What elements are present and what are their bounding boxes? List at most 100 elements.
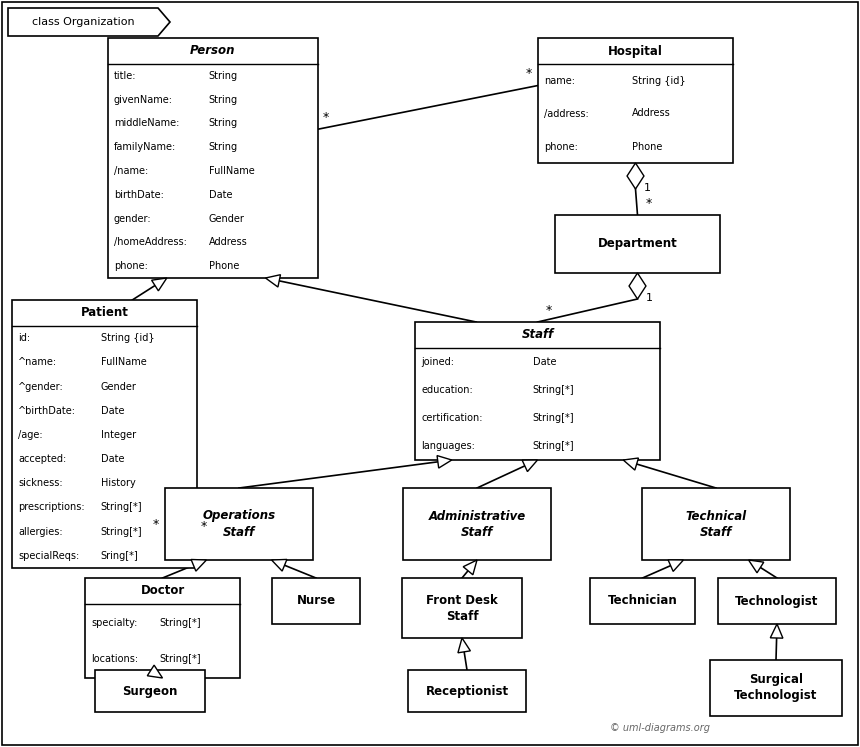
Polygon shape xyxy=(437,456,452,468)
Text: /homeAddress:: /homeAddress: xyxy=(114,238,187,247)
Text: Integer: Integer xyxy=(101,430,136,440)
Polygon shape xyxy=(458,638,470,653)
Bar xyxy=(642,488,790,560)
Text: Phone: Phone xyxy=(631,141,662,152)
Text: locations:: locations: xyxy=(91,654,138,665)
Text: String: String xyxy=(209,71,238,81)
Text: Department: Department xyxy=(598,238,678,250)
Bar xyxy=(555,215,720,273)
Polygon shape xyxy=(272,560,287,571)
Text: familyName:: familyName: xyxy=(114,142,176,152)
Bar xyxy=(408,670,526,712)
Text: Date: Date xyxy=(101,406,125,415)
Text: ^name:: ^name: xyxy=(18,357,57,368)
Text: String {id}: String {id} xyxy=(101,333,155,343)
Text: education:: education: xyxy=(421,385,473,395)
Text: ^birthDate:: ^birthDate: xyxy=(18,406,76,415)
Text: ^gender:: ^gender: xyxy=(18,382,64,391)
Text: String[*]: String[*] xyxy=(532,385,574,395)
Text: String[*]: String[*] xyxy=(532,441,574,451)
Text: /age:: /age: xyxy=(18,430,43,440)
Polygon shape xyxy=(151,278,167,291)
Text: History: History xyxy=(101,478,136,489)
Text: String[*]: String[*] xyxy=(101,503,143,512)
Text: *: * xyxy=(323,111,329,124)
Bar xyxy=(272,578,360,624)
Polygon shape xyxy=(627,163,644,189)
Text: String[*]: String[*] xyxy=(159,618,201,627)
Text: String[*]: String[*] xyxy=(532,413,574,423)
Text: prescriptions:: prescriptions: xyxy=(18,503,84,512)
Text: allergies:: allergies: xyxy=(18,527,63,536)
Text: middleName:: middleName: xyxy=(114,119,180,128)
Text: accepted:: accepted: xyxy=(18,454,66,464)
Text: Doctor: Doctor xyxy=(140,584,185,598)
Text: 1: 1 xyxy=(646,293,653,303)
Text: Gender: Gender xyxy=(101,382,137,391)
Bar xyxy=(108,38,318,278)
Text: Technical
Staff: Technical Staff xyxy=(685,509,746,539)
Text: Patient: Patient xyxy=(81,306,128,320)
Text: String[*]: String[*] xyxy=(159,654,201,665)
Text: Gender: Gender xyxy=(209,214,245,223)
Text: String[*]: String[*] xyxy=(101,527,143,536)
Bar xyxy=(12,300,197,568)
Text: Surgical
Technologist: Surgical Technologist xyxy=(734,674,818,702)
Text: *: * xyxy=(153,518,159,531)
Text: specialty:: specialty: xyxy=(91,618,138,627)
Text: class Organization: class Organization xyxy=(32,17,134,27)
Polygon shape xyxy=(464,560,477,574)
Bar xyxy=(95,670,205,712)
Text: Administrative
Staff: Administrative Staff xyxy=(428,509,525,539)
Text: Person: Person xyxy=(190,45,236,58)
Bar xyxy=(590,578,695,624)
Text: *: * xyxy=(526,67,532,81)
Bar xyxy=(718,578,836,624)
Text: name:: name: xyxy=(544,75,575,85)
Polygon shape xyxy=(748,560,764,573)
Text: Phone: Phone xyxy=(209,261,239,271)
Text: Staff: Staff xyxy=(521,329,554,341)
Bar xyxy=(403,488,551,560)
Polygon shape xyxy=(266,275,280,287)
Polygon shape xyxy=(771,624,783,638)
Bar xyxy=(710,660,842,716)
Text: Technician: Technician xyxy=(608,595,678,607)
Text: Technologist: Technologist xyxy=(735,595,819,607)
Bar xyxy=(165,488,313,560)
Text: Date: Date xyxy=(209,190,232,199)
Text: Hospital: Hospital xyxy=(608,45,663,58)
Text: Address: Address xyxy=(631,108,670,119)
Text: © uml-diagrams.org: © uml-diagrams.org xyxy=(610,723,710,733)
Text: Nurse: Nurse xyxy=(297,595,335,607)
Text: title:: title: xyxy=(114,71,137,81)
Polygon shape xyxy=(8,8,170,36)
Text: *: * xyxy=(545,304,552,317)
Text: gender:: gender: xyxy=(114,214,151,223)
Text: /name:: /name: xyxy=(114,166,148,176)
Text: Date: Date xyxy=(532,357,556,367)
Bar xyxy=(538,38,733,163)
Text: Front Desk
Staff: Front Desk Staff xyxy=(426,594,498,622)
Text: *: * xyxy=(201,520,207,533)
Text: id:: id: xyxy=(18,333,30,343)
Text: birthDate:: birthDate: xyxy=(114,190,164,199)
Text: *: * xyxy=(646,197,652,210)
Polygon shape xyxy=(191,560,206,571)
Bar xyxy=(402,578,522,638)
Text: specialReqs:: specialReqs: xyxy=(18,551,79,561)
Text: Receptionist: Receptionist xyxy=(426,684,508,698)
Text: 1: 1 xyxy=(643,183,650,193)
Text: Address: Address xyxy=(209,238,248,247)
Text: givenName:: givenName: xyxy=(114,95,173,105)
Text: joined:: joined: xyxy=(421,357,454,367)
Text: String {id}: String {id} xyxy=(631,75,685,85)
Text: languages:: languages: xyxy=(421,441,475,451)
Polygon shape xyxy=(629,273,646,299)
Bar xyxy=(85,578,240,678)
Text: FullName: FullName xyxy=(101,357,146,368)
Polygon shape xyxy=(522,460,538,471)
Polygon shape xyxy=(624,458,638,470)
Text: Operations
Staff: Operations Staff xyxy=(202,509,275,539)
Text: Date: Date xyxy=(101,454,125,464)
